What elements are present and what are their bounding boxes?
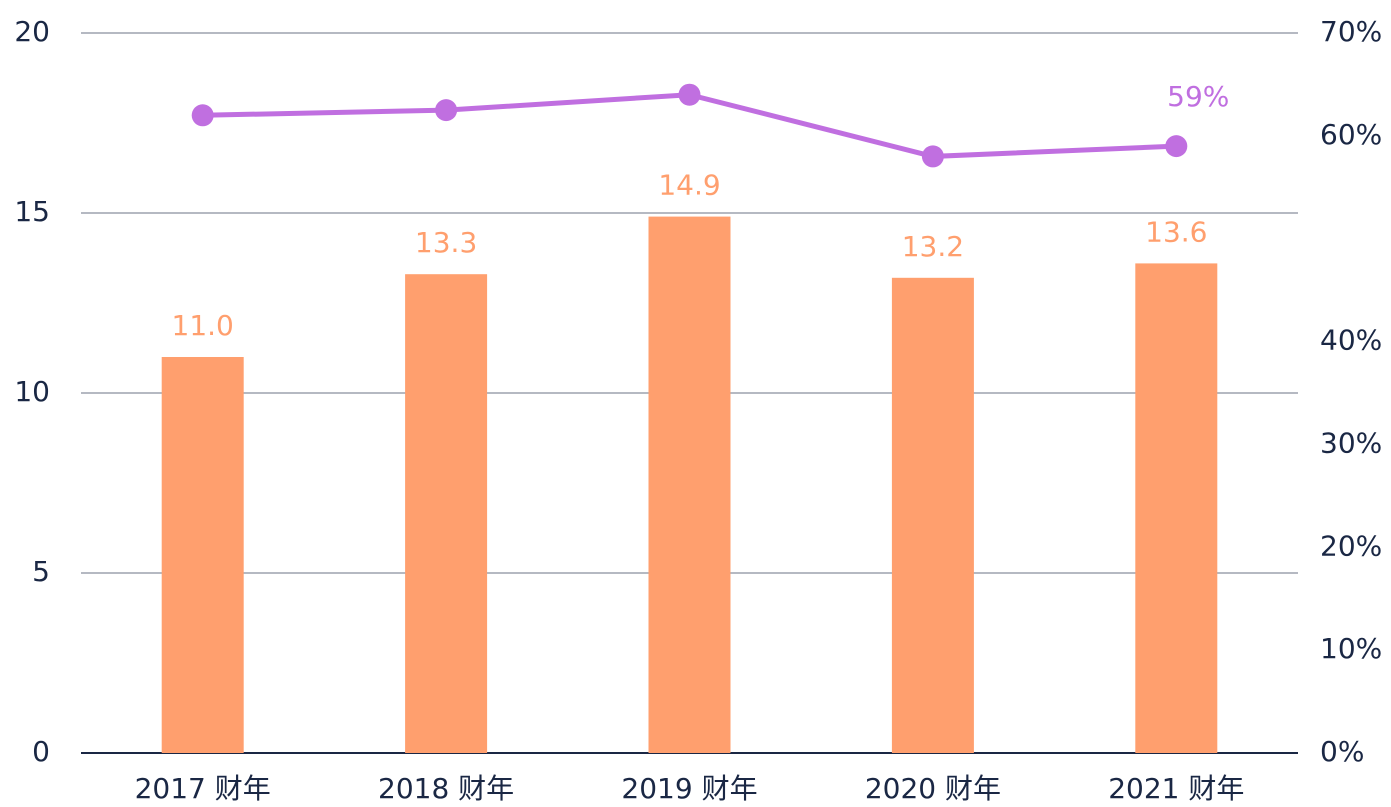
y2-tick-label: 60%: [1320, 118, 1382, 151]
bar: [648, 216, 731, 754]
y2-tick-label: 10%: [1320, 632, 1382, 665]
y2-tick-label: 70%: [1320, 15, 1382, 48]
y-tick-label: 5: [32, 555, 50, 588]
bar: [891, 277, 974, 753]
y-tick-label: 20: [14, 15, 50, 48]
y-tick-label: 0: [32, 735, 50, 768]
bar: [161, 357, 244, 753]
bar: [405, 274, 488, 753]
x-tick-label: 2019 财年: [621, 772, 757, 805]
data-label: 13.6: [1145, 215, 1207, 248]
y-tick-label: 15: [14, 195, 50, 228]
y2-tick-label: 20%: [1320, 529, 1382, 562]
data-label: 13.3: [415, 226, 477, 259]
line-point: [1165, 135, 1188, 158]
y-tick-label: 10: [14, 375, 50, 408]
data-label: 13.2: [902, 230, 964, 263]
line-point: [678, 83, 701, 106]
x-tick-label: 2018 财年: [378, 772, 514, 805]
line-point: [435, 99, 458, 122]
line-point: [921, 145, 944, 168]
line-point: [191, 104, 214, 127]
x-tick-label: 2020 财年: [865, 772, 1001, 805]
bar: [1135, 263, 1218, 753]
data-label: 14.9: [658, 169, 720, 202]
data-label: 59%: [1167, 80, 1229, 113]
y2-tick-label: 30%: [1320, 426, 1382, 459]
y2-tick-label: 0%: [1320, 735, 1364, 768]
x-tick-label: 2021 财年: [1108, 772, 1244, 805]
y2-tick-label: 40%: [1320, 324, 1382, 357]
x-tick-label: 2017 财年: [135, 772, 271, 805]
data-label: 11.0: [172, 309, 234, 342]
